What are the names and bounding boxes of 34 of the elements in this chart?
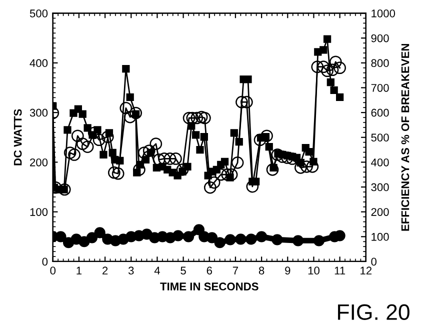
y2-tick-label: 1000 — [372, 10, 396, 18]
y-tick-label: 300 — [30, 108, 48, 117]
x-tick-label: 10 — [308, 266, 320, 275]
y2-tick-label: 400 — [371, 158, 389, 166]
x-tick-label: 0 — [50, 266, 56, 275]
x-tick-label: 11 — [334, 266, 346, 274]
y2-tick-label: 600 — [371, 108, 389, 117]
y-tick-label: 100 — [30, 208, 48, 216]
caption: FIG. 20 — [338, 304, 410, 320]
y2-axis-title: EFFICIENCY AS % OF BREAKEVEN — [401, 44, 410, 231]
x-tick-label: 5 — [180, 266, 186, 275]
x-tick-label: 1 — [76, 266, 82, 274]
y2-tick-label: 800 — [371, 59, 389, 68]
y-tick-label: 500 — [30, 10, 48, 18]
y2-tick-label: 200 — [371, 208, 389, 216]
x-tick-label: 4 — [154, 266, 160, 274]
y-tick-label: 200 — [30, 158, 48, 166]
x-tick-label: 7 — [232, 266, 238, 274]
x-tick-label: 12 — [360, 266, 372, 274]
y-axis-title: DC WATTS — [14, 109, 22, 166]
y-tick-label: 400 — [30, 59, 48, 68]
x-tick-label: 2 — [102, 266, 108, 274]
x-axis-title: TIME IN SECONDS — [160, 282, 258, 290]
y2-tick-label: 300 — [371, 183, 389, 192]
y2-tick-label: 700 — [371, 84, 389, 92]
y2-tick-label: 0 — [371, 258, 376, 266]
x-tick-label: 8 — [258, 266, 264, 275]
y-tick-label: 0 — [42, 258, 48, 266]
x-tick-label: 6 — [206, 266, 212, 275]
y2-tick-label: 100 — [372, 232, 389, 241]
y2-tick-label: 900 — [371, 34, 389, 42]
y2-tick-label: 500 — [371, 134, 389, 142]
x-tick-label: 3 — [128, 266, 134, 275]
x-tick-label: 9 — [285, 266, 290, 275]
